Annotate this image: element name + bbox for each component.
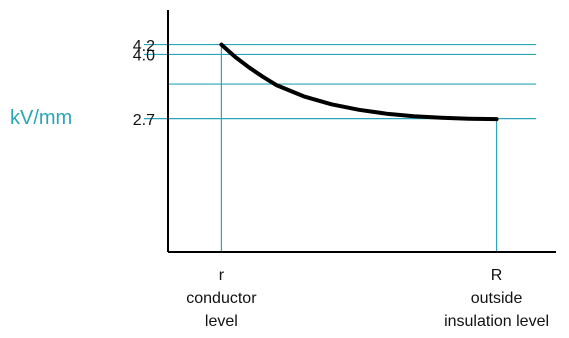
x-marker-label-1-line-2: insulation level: [444, 313, 549, 330]
y-tick-label-0: 4.2: [133, 38, 155, 55]
series-curve: [219, 42, 499, 122]
y-axis-title: kV/mm: [10, 107, 72, 129]
axis-layer: [167, 10, 556, 253]
y-tick-label-1: 4.0: [133, 48, 155, 65]
series-layer: [219, 42, 499, 122]
x-marker-label-0-line-2: level: [205, 313, 238, 330]
y-tick-label-2: 2.7: [133, 112, 155, 129]
grid-layer: [144, 43, 536, 252]
x-marker-label-1-line-0: R: [491, 267, 503, 284]
x-marker-label-0-line-0: r: [219, 267, 225, 284]
x-marker-label-1-line-1: outside: [471, 290, 523, 307]
x-marker-label-0-line-1: conductor: [186, 290, 257, 307]
